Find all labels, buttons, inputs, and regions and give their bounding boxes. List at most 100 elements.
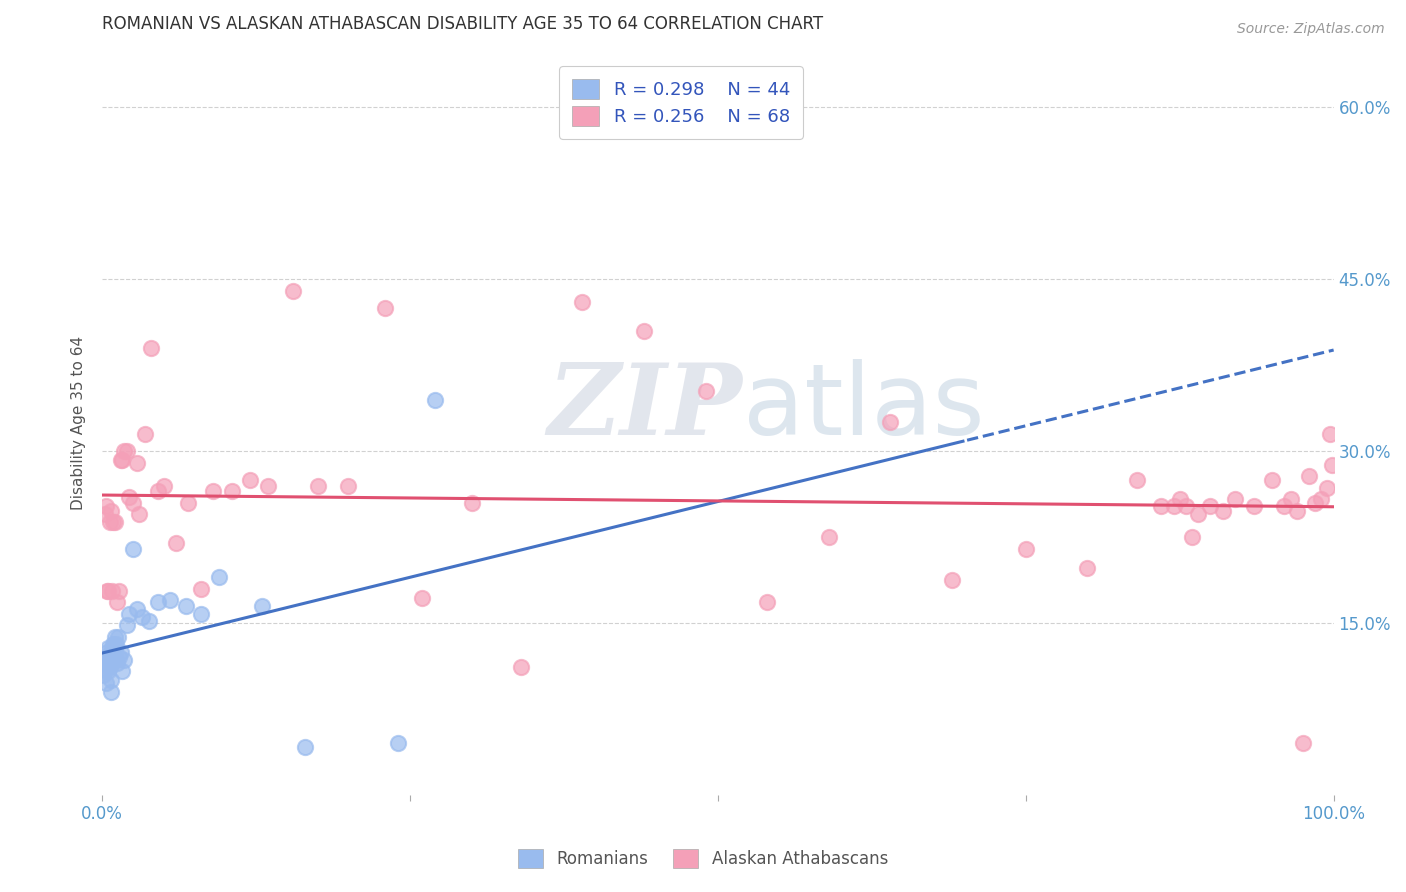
Point <box>100 673 122 688</box>
Point <box>103 515 125 529</box>
Point <box>239 473 262 487</box>
Point <box>96 657 118 671</box>
Point <box>177 496 200 510</box>
Point <box>97 584 120 599</box>
Point <box>1150 499 1173 513</box>
Point <box>138 614 160 628</box>
Point <box>202 484 225 499</box>
Point <box>1316 481 1339 495</box>
Point <box>122 541 145 556</box>
Point <box>423 392 446 407</box>
Point <box>93 667 115 681</box>
Point <box>128 507 150 521</box>
Point <box>112 444 135 458</box>
Point <box>94 650 117 665</box>
Point <box>1310 492 1333 507</box>
Point <box>571 295 593 310</box>
Point <box>633 324 655 338</box>
Point <box>103 515 125 529</box>
Point <box>134 426 156 441</box>
Point <box>1285 504 1308 518</box>
Point <box>374 301 396 315</box>
Point <box>756 595 779 609</box>
Point <box>100 685 122 699</box>
Point <box>509 659 531 673</box>
Point <box>460 496 482 510</box>
Point <box>1223 492 1246 507</box>
Point <box>1303 496 1326 510</box>
Point <box>101 653 124 667</box>
Point <box>93 662 115 676</box>
Text: ZIP: ZIP <box>547 359 742 456</box>
Point <box>695 384 717 399</box>
Point <box>257 478 280 492</box>
Point <box>1168 492 1191 507</box>
Point <box>122 496 145 510</box>
Point <box>101 584 124 599</box>
Point <box>281 284 304 298</box>
Legend: R = 0.298    N = 44, R = 0.256    N = 68: R = 0.298 N = 44, R = 0.256 N = 68 <box>560 66 803 138</box>
Point <box>111 453 134 467</box>
Text: ROMANIAN VS ALASKAN ATHABASCAN DISABILITY AGE 35 TO 64 CORRELATION CHART: ROMANIAN VS ALASKAN ATHABASCAN DISABILIT… <box>103 15 824 33</box>
Point <box>93 657 115 671</box>
Point <box>115 618 138 632</box>
Point <box>1174 499 1197 513</box>
Point <box>190 582 212 596</box>
Point <box>1125 473 1147 487</box>
Point <box>159 593 181 607</box>
Point <box>98 515 121 529</box>
Point <box>101 641 124 656</box>
Point <box>221 484 243 499</box>
Point <box>165 536 187 550</box>
Point <box>93 507 115 521</box>
Point <box>131 610 153 624</box>
Point <box>1163 499 1185 513</box>
Point <box>105 595 128 609</box>
Point <box>104 637 127 651</box>
Point <box>103 630 125 644</box>
Point <box>108 584 131 599</box>
Point <box>208 570 231 584</box>
Point <box>110 453 132 467</box>
Point <box>1243 499 1265 513</box>
Point <box>96 645 118 659</box>
Point <box>118 607 141 621</box>
Point <box>294 739 316 754</box>
Point <box>1212 504 1234 518</box>
Point <box>411 591 433 605</box>
Point <box>105 657 128 671</box>
Point <box>97 665 120 679</box>
Point <box>1322 458 1344 472</box>
Y-axis label: Disability Age 35 to 64: Disability Age 35 to 64 <box>72 335 86 509</box>
Point <box>1015 541 1038 556</box>
Point <box>1187 507 1209 521</box>
Point <box>146 595 169 609</box>
Point <box>110 645 132 659</box>
Point <box>100 657 122 671</box>
Point <box>94 675 117 690</box>
Point <box>103 641 125 656</box>
Point <box>146 484 169 499</box>
Point <box>387 736 409 750</box>
Point <box>879 416 901 430</box>
Point <box>190 607 212 621</box>
Point <box>1261 473 1284 487</box>
Point <box>252 599 274 613</box>
Point <box>125 456 148 470</box>
Point <box>1279 492 1302 507</box>
Point <box>1298 469 1320 483</box>
Point <box>96 584 118 599</box>
Point <box>1292 736 1315 750</box>
Text: Source: ZipAtlas.com: Source: ZipAtlas.com <box>1237 22 1385 37</box>
Point <box>100 504 122 518</box>
Point <box>94 499 117 513</box>
Point <box>97 653 120 667</box>
Point <box>1199 499 1222 513</box>
Point <box>817 530 839 544</box>
Point <box>98 659 121 673</box>
Point <box>1181 530 1204 544</box>
Point <box>307 478 329 492</box>
Text: atlas: atlas <box>742 359 984 456</box>
Point <box>108 650 131 665</box>
Point <box>941 573 963 587</box>
